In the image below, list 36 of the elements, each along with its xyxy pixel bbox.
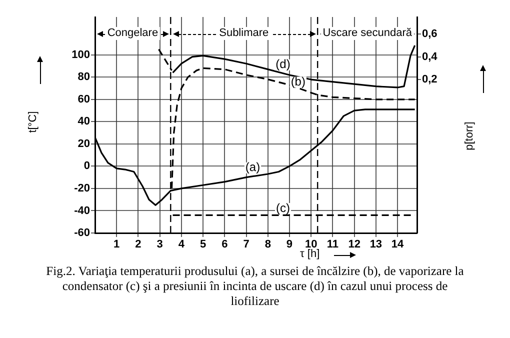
- annotation: (a): [245, 160, 260, 174]
- annotation: Congelare: [105, 27, 160, 40]
- y-tick-label: 40: [78, 116, 90, 128]
- x-tick-label: 14: [391, 238, 405, 251]
- y-tick-label: -20: [74, 182, 90, 194]
- x-tick-label: 11: [326, 238, 339, 251]
- y-tick-label: -40: [74, 204, 90, 217]
- x-tick-label: 7: [243, 238, 250, 251]
- x-tick-label: 13: [370, 238, 382, 251]
- y-axis-title: t[°C]: [26, 111, 39, 133]
- x-tick-label: 3: [156, 238, 163, 251]
- x-axis-title: τ [h]: [300, 248, 320, 260]
- y-tick-label: 0: [84, 160, 90, 172]
- x-tick-label: 4: [178, 238, 186, 251]
- x-tick-label: 2: [135, 238, 142, 251]
- annotation: Sublimare: [217, 27, 271, 40]
- y-tick-label: 80: [78, 71, 90, 84]
- x-tick-label: 1: [114, 238, 120, 251]
- y-tick-label: 20: [78, 138, 90, 150]
- y2-tick-label: 0,2: [422, 74, 438, 86]
- annotation: (b): [290, 74, 306, 88]
- y2-axis-title: p[torr]: [463, 122, 476, 150]
- x-tick-label: 5: [200, 238, 206, 251]
- x-tick-label: 8: [264, 238, 271, 251]
- y2-tick-label: 0,4: [422, 50, 438, 63]
- annotation: (c): [276, 200, 290, 215]
- annotation: (d): [276, 57, 290, 72]
- caption: Fig.2. Variaţia temperaturii produsului (a), a sursei de încălzire (b), de vaporizare la condensator (c) şi a presiunii în incinta de uscare (d) în cazul unui process de liofilizare: [45, 264, 465, 309]
- y-tick-label: 60: [78, 93, 90, 106]
- y-tick-label: 100: [72, 48, 90, 61]
- y-tick-label: -60: [74, 227, 90, 240]
- x-tick-label: 9: [286, 238, 293, 251]
- x-tick-label: 6: [222, 238, 228, 251]
- x-tick-label: 12: [348, 238, 360, 251]
- y2-tick-label: 0,6: [422, 28, 438, 40]
- annotation: Uscare secundară: [320, 27, 414, 40]
